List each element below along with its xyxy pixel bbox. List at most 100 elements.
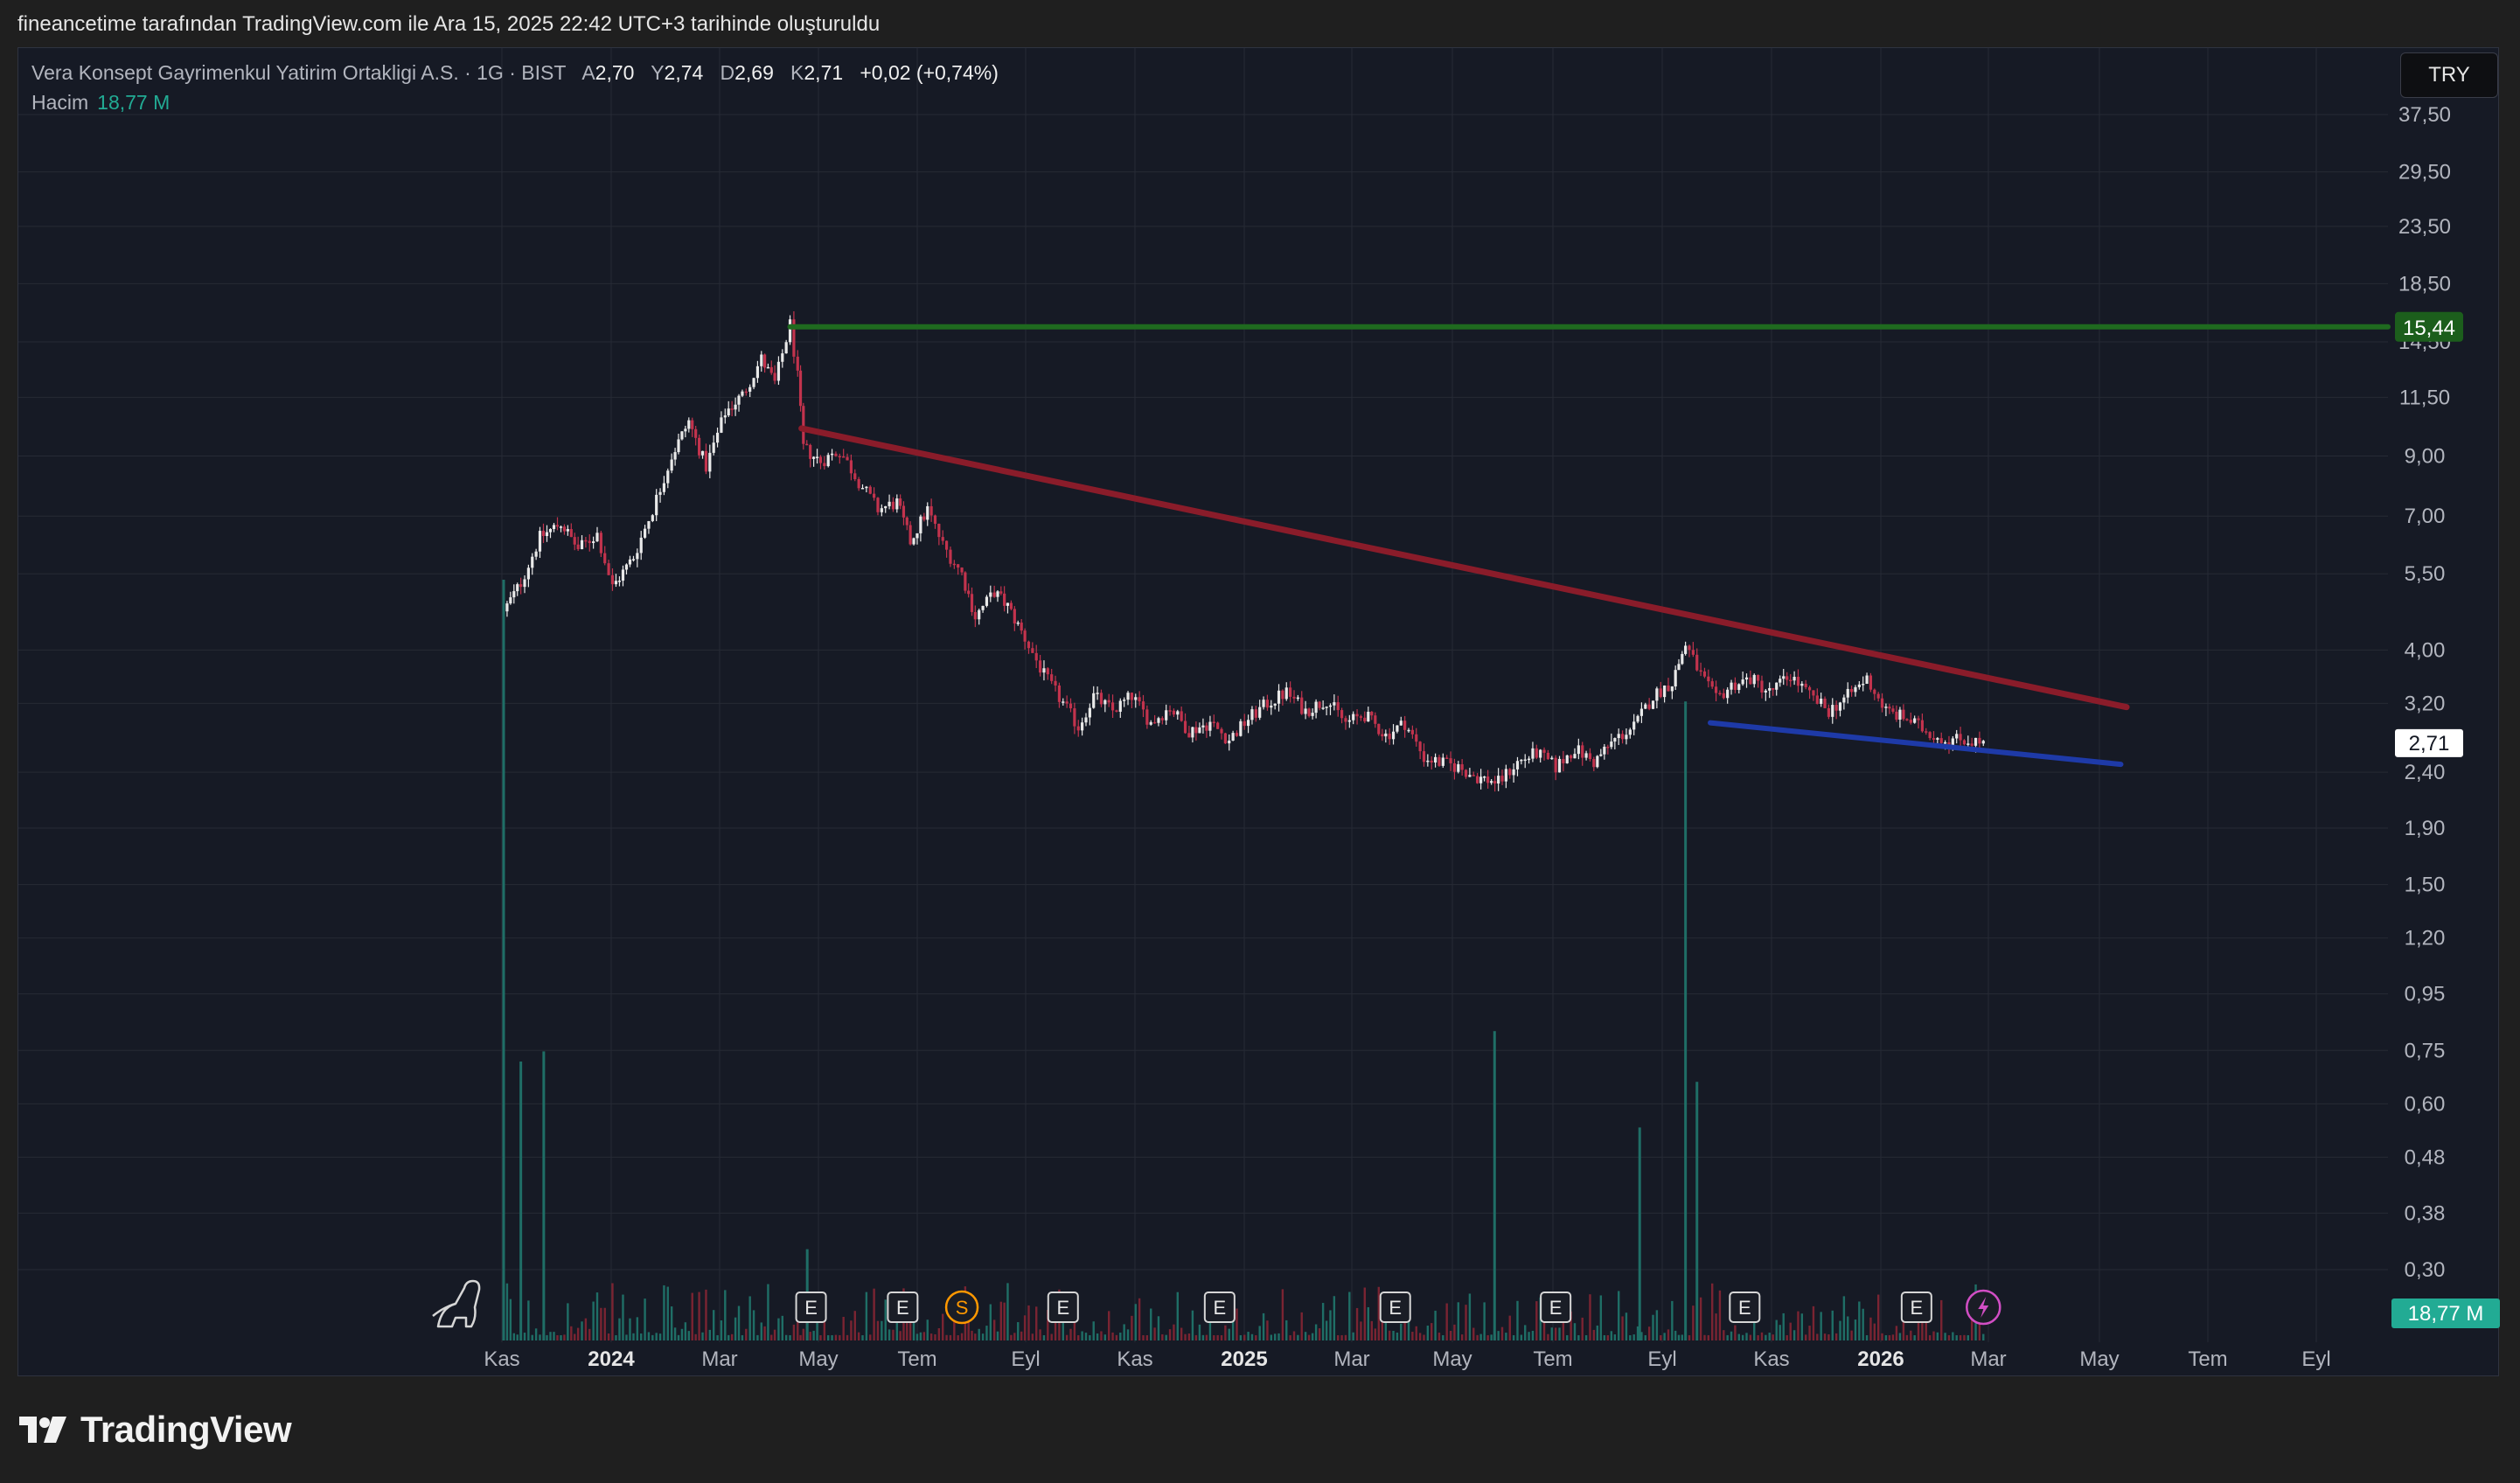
volume-bar [1703,1334,1706,1340]
candle-body [1812,690,1815,696]
candle-body [708,452,712,472]
chart-panel[interactable]: 37,50 29,50 23,50 18,50 14,50 11,50 9,00 7,00 5,… [17,47,2500,1377]
volume-bar [1039,1329,1041,1340]
currency-button[interactable]: TRY [2400,52,2498,98]
candle-body [1823,698,1827,708]
volume-bar [644,1298,646,1340]
candle-body [1273,703,1277,706]
volume-bar [1592,1329,1596,1340]
volume-bar [680,1328,684,1340]
candle-body [838,456,841,458]
candle-body [1857,684,1861,687]
dinosaur-icon[interactable] [432,1279,481,1328]
volume-bar [1201,1334,1205,1340]
candle-body [1381,734,1384,737]
volume-bar [1512,1334,1515,1340]
volume-bar [556,1334,559,1340]
volume-bar [1621,1316,1624,1340]
candle-body [1426,760,1430,762]
candle-body [996,591,999,597]
candle-body [1702,671,1707,677]
candle-body [1978,737,1981,744]
volume-bar [892,1329,895,1340]
candle-body [1176,711,1180,715]
symbol-name[interactable]: Vera Konsept Gayrimenkul Yatirim Ortakli… [31,61,567,84]
volume-bar [1292,1331,1296,1340]
candle-body [1967,743,1970,745]
volume-badge [2391,1298,2500,1328]
candle-body [1710,681,1714,687]
candle-body [1943,742,1947,744]
volume-bar [1384,1319,1388,1340]
candle-body [1917,718,1920,721]
volume-bar [600,1307,602,1340]
volume-bar [974,1333,977,1340]
volume-bar [1550,1327,1553,1340]
volume-bar [1812,1305,1815,1340]
tradingview-logo[interactable]: TradingView [17,1408,292,1452]
volume-bar [1850,1330,1853,1340]
candle-body [1050,674,1054,681]
candle-body [1947,742,1951,747]
volume-bar [1888,1334,1891,1340]
y-tick-label: 37,50 [2398,103,2451,127]
candle-body [694,428,698,438]
candle-body [1410,729,1414,735]
volume-bar [698,1292,700,1340]
candle-body [1827,707,1831,717]
candle-body [1651,700,1655,709]
volume-label[interactable]: Hacim [31,91,89,114]
volume-bar [1558,1327,1561,1340]
volume-bar [1505,1333,1507,1340]
x-tick-label: Eyl [1647,1347,1676,1371]
volume-bar [1749,1334,1752,1340]
volume-bar [1793,1330,1796,1340]
candle-body [670,459,673,471]
x-tick-label: 2025 [1221,1347,1267,1371]
volume-bar [1100,1331,1103,1340]
x-tick-label: 2026 [1857,1347,1904,1371]
volume-bar [1667,1329,1670,1340]
volume-bar [1388,1330,1391,1340]
candle-body [684,428,687,432]
volume-bar [899,1331,901,1340]
candle-body [1265,700,1270,708]
candle-body [1183,721,1187,734]
volume-bar [1636,1326,1639,1340]
candle-body [720,417,723,433]
volume-bar [1243,1334,1246,1340]
volume-bar [615,1335,617,1340]
volume-bar [505,1283,509,1340]
volume-bar [1955,1334,1958,1340]
candle-body [1620,734,1625,740]
volume-bar [684,1322,687,1340]
volume-bar [888,1329,891,1340]
volume-bar [1131,1315,1133,1340]
volume-bar [1695,1082,1699,1340]
earnings-event-letter: E [1389,1297,1402,1319]
candle-body [730,408,734,410]
candle-body [1749,677,1752,685]
volume-bar [1847,1316,1849,1340]
volume-bar [748,1296,751,1340]
volume-bar [1411,1332,1414,1340]
candle-body [766,366,770,369]
volume-bar [1842,1296,1846,1340]
volume-bar [792,1324,796,1340]
candlestick-chart[interactable]: 37,5029,5023,5018,5014,5011,509,007,005,… [18,48,2500,1377]
candle-body [1391,731,1396,740]
volume-bar [651,1334,654,1340]
candle-body [1042,668,1046,673]
volume-bar [1898,1333,1902,1340]
candle-body [1223,733,1227,744]
candle-body [1073,708,1076,727]
candle-body [926,505,929,520]
volume-bar [789,1335,791,1340]
candle-body [1452,762,1457,772]
candle-body [1936,738,1939,740]
candle-body [505,603,509,612]
volume-bar [745,1328,748,1340]
candle-body [1069,703,1073,709]
candle-body [1262,700,1265,707]
volume-bar [1476,1334,1479,1340]
